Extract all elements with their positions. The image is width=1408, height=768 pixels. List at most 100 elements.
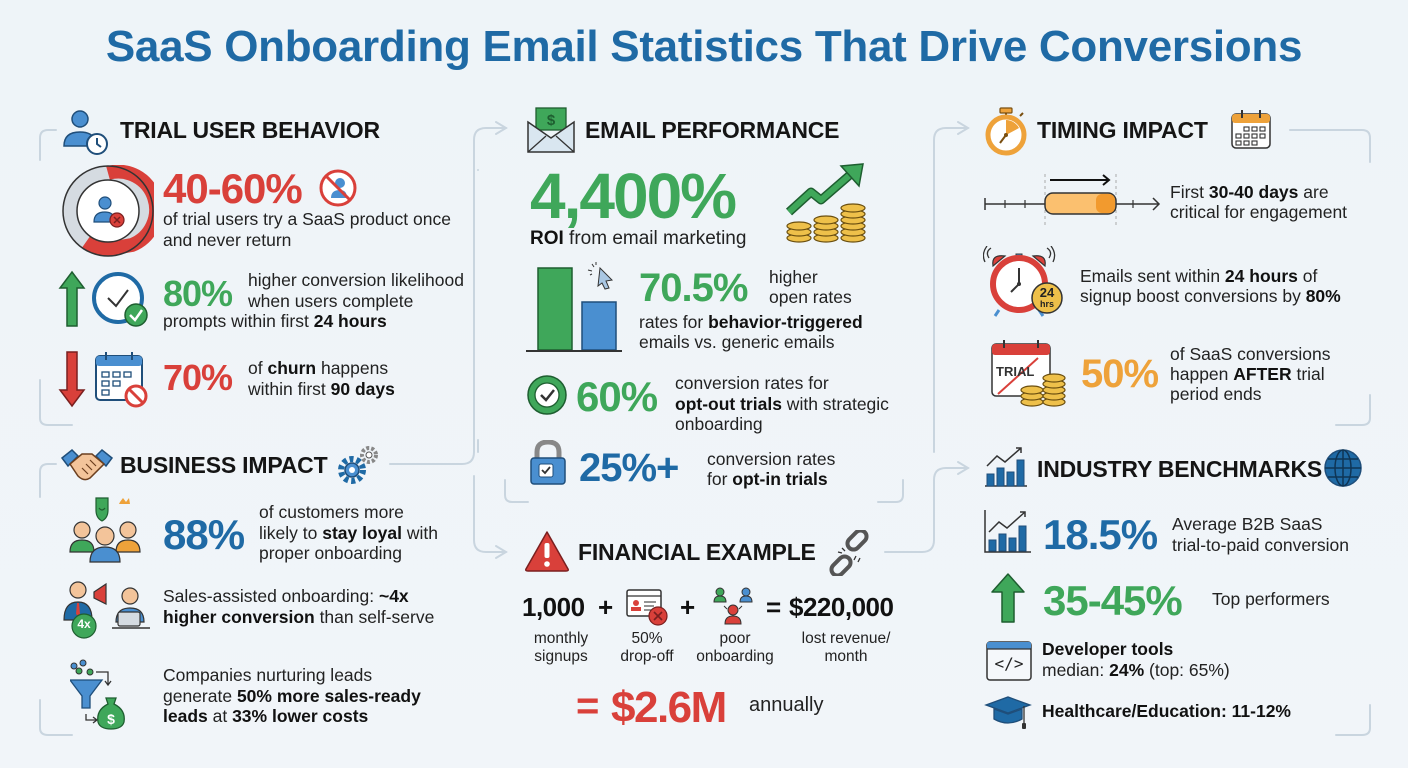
stat-text-first-days-line1: First 30-40 days are bbox=[1170, 182, 1329, 203]
label-line: 50% bbox=[631, 630, 663, 647]
multiplier-badge: 4x bbox=[77, 617, 91, 631]
graduation-cap-icon bbox=[984, 695, 1032, 731]
text-span: prompts within first bbox=[163, 311, 314, 331]
donut-user-icon bbox=[62, 165, 154, 257]
label-line: poor bbox=[719, 630, 751, 647]
stat-text-line2: when users complete bbox=[248, 291, 414, 311]
stat-text-loyalty-line1: of customers more bbox=[259, 502, 404, 522]
stat-value-top-performers: 35-45% bbox=[1043, 577, 1183, 624]
stat-text-b2b-line1: Average B2B SaaS bbox=[1172, 514, 1323, 534]
stat-text-churn-line1: of churn happens bbox=[248, 358, 388, 379]
stat-text-sales-line1: Sales-assisted onboarding: ~4x bbox=[163, 586, 409, 607]
user-clock-icon bbox=[60, 106, 112, 158]
svg-text:$: $ bbox=[107, 711, 115, 727]
stat-text-after-trial-line3: period ends bbox=[1170, 384, 1262, 404]
stat-value-conversion-likelihood: 80% bbox=[163, 273, 233, 314]
bold-span: opt-out trials bbox=[675, 394, 782, 414]
text-span: at bbox=[207, 706, 233, 726]
page-title: SaaS Onboarding Email Statistics That Dr… bbox=[105, 22, 1303, 71]
stat-text-first-days-line2: critical for engagement bbox=[1170, 202, 1348, 222]
stat-text-top-performers: Top performers bbox=[1212, 589, 1330, 609]
warning-icon bbox=[524, 530, 570, 572]
stat-text-24h-line2: signup boost conversions by 80% bbox=[1080, 286, 1341, 307]
stat-text-leads-line3: leads at 33% lower costs bbox=[163, 706, 368, 727]
stat-text-optout-line1: conversion rates for bbox=[675, 373, 829, 393]
globe-icon bbox=[1323, 448, 1363, 488]
engagement-timeline-icon bbox=[983, 170, 1163, 230]
bold-span: leads bbox=[163, 706, 208, 726]
equation-onboarding-label: poor onboarding bbox=[694, 630, 776, 666]
stat-text-line3: prompts within first 24 hours bbox=[163, 311, 387, 332]
stat-value-open-rates: 70.5% bbox=[639, 266, 748, 310]
bold-span: ~4x bbox=[378, 586, 409, 606]
bold-span: 50% more sales-ready bbox=[236, 686, 421, 706]
section-heading-email-performance: EMAIL PERFORMANCE bbox=[585, 117, 840, 143]
stat-text-open-line1: rates for behavior-triggered bbox=[639, 312, 863, 333]
stat-text-optin-line1: conversion rates bbox=[707, 449, 836, 469]
stat-text-leads-line2: generate 50% more sales-ready bbox=[163, 686, 421, 707]
text-span: rates for bbox=[639, 312, 709, 332]
stat-text-optout-line2: opt-out trials with strategic bbox=[675, 394, 889, 415]
stat-text-24h-line1: Emails sent within 24 hours of bbox=[1080, 266, 1317, 287]
text-span: of bbox=[1297, 266, 1318, 286]
equation-dropoff-label: 50% drop-off bbox=[616, 630, 678, 666]
svg-text:$: $ bbox=[547, 112, 556, 129]
handshake-icon bbox=[60, 444, 114, 484]
equation-signups-value: 1,000 bbox=[522, 592, 585, 622]
section-heading-industry-benchmarks: INDUSTRY BENCHMARKS bbox=[1037, 456, 1322, 482]
annual-suffix: annually bbox=[749, 694, 824, 716]
section-heading-timing-impact: TIMING IMPACT bbox=[1037, 117, 1208, 143]
equation-plus-1: + bbox=[598, 592, 613, 622]
up-arrow-clock-icon bbox=[58, 270, 158, 330]
bold-span: 33% lower costs bbox=[232, 706, 369, 726]
stat-text-loyalty-line3: proper onboarding bbox=[259, 543, 403, 563]
text-span: trial bbox=[1291, 364, 1325, 384]
text-span: happens bbox=[316, 358, 389, 378]
stat-text-open-side2: open rates bbox=[769, 287, 852, 307]
bold-span: 24 hours bbox=[313, 311, 387, 331]
stat-value-opt-in: 25%+ bbox=[579, 446, 679, 490]
poor-onboarding-icon bbox=[712, 586, 754, 626]
bold-span: 90 days bbox=[330, 379, 395, 399]
stat-text-optin-line2: for opt-in trials bbox=[707, 469, 828, 490]
section-heading-financial-example: FINANCIAL EXAMPLE bbox=[578, 539, 816, 565]
stat-text-sales-line2: higher conversion than self-serve bbox=[163, 607, 434, 628]
no-user-icon bbox=[318, 168, 358, 208]
stat-text-devtools-title: Developer tools bbox=[1042, 639, 1174, 659]
stat-text-open-side1: higher bbox=[769, 267, 818, 287]
equation-signups-label: monthly signups bbox=[526, 630, 596, 666]
gears-icon bbox=[336, 444, 382, 486]
stat-text-healthcare: Healthcare/Education: 11-12% bbox=[1042, 701, 1291, 721]
loyal-customers-icon bbox=[68, 496, 148, 566]
stat-value-loyalty: 88% bbox=[163, 511, 245, 558]
text-span: First bbox=[1170, 182, 1209, 202]
bold-span: 24 hours bbox=[1224, 266, 1298, 286]
stopwatch-icon bbox=[984, 106, 1028, 156]
bar-chart-growth-icon bbox=[983, 444, 1029, 488]
dropoff-icon bbox=[625, 588, 669, 628]
text-span: with bbox=[402, 523, 438, 543]
stat-text-b2b-line2: trial-to-paid conversion bbox=[1172, 535, 1350, 555]
stat-value-opt-out: 60% bbox=[576, 373, 658, 420]
annual-equals: = bbox=[576, 684, 599, 728]
growth-coins-icon bbox=[785, 160, 871, 246]
label-line: onboarding bbox=[696, 648, 774, 665]
text-span: signup boost conversions by bbox=[1080, 286, 1306, 306]
badge-hrs: hrs bbox=[1039, 299, 1054, 309]
stat-text-after-trial-line2: happen AFTER trial bbox=[1170, 364, 1325, 385]
text-span: (top: 65%) bbox=[1144, 660, 1230, 680]
bold-span: higher conversion bbox=[163, 607, 315, 627]
stat-text-after-trial-line1: of SaaS conversions bbox=[1170, 344, 1331, 364]
open-rate-bars-icon bbox=[526, 262, 622, 354]
text-span: for bbox=[707, 469, 733, 489]
trial-label: TRIAL bbox=[996, 364, 1035, 379]
stat-text-roi: ROI from email marketing bbox=[530, 228, 746, 249]
equation-equals: = bbox=[766, 592, 781, 622]
label-line: lost revenue/ bbox=[801, 630, 891, 647]
text-span: Emails sent within bbox=[1080, 266, 1225, 286]
bold-span: 24% bbox=[1109, 660, 1145, 680]
section-heading-business-impact: BUSINESS IMPACT bbox=[120, 452, 328, 478]
text-span: generate bbox=[163, 686, 237, 706]
email-money-icon: $ bbox=[526, 104, 576, 154]
stat-value-never-return: 40-60% bbox=[163, 165, 303, 212]
